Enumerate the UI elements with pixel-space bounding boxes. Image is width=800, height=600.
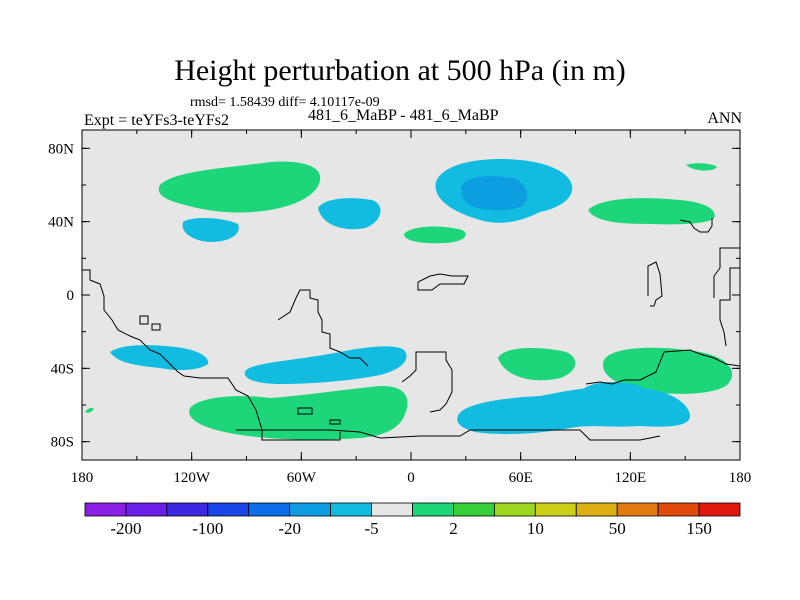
colorbar-swatch (125, 502, 168, 517)
y-tick-label: 0 (67, 288, 75, 304)
x-tick-label: 0 (407, 470, 415, 486)
coastline-small-island (139, 315, 161, 331)
colorbar-swatch (616, 502, 659, 517)
colorbar-swatch (493, 502, 536, 517)
region-south-pacific-low (244, 346, 407, 384)
coastline-south-atlantic-islands (297, 407, 341, 425)
colorbar-swatch (534, 502, 577, 517)
region-east-asia-high (588, 198, 715, 225)
x-tick-label: 120W (173, 470, 211, 486)
coastline-americas-west (82, 269, 341, 441)
y-tick-label: 80S (51, 435, 74, 451)
coastline-australia (585, 349, 740, 385)
region-south-pacific-west-low (110, 345, 209, 371)
region-australian-high (603, 347, 733, 394)
region-eurasian-low-core (461, 176, 527, 211)
region-atlantic-small-high (85, 408, 94, 413)
colorbar-swatch (207, 502, 250, 517)
colorbar-swatch (166, 502, 209, 517)
colorbar-swatch (84, 502, 127, 517)
colorbar-swatch (330, 502, 372, 517)
colorbar-label: -5 (364, 519, 378, 538)
coastline-antarctica (236, 429, 661, 441)
coastline-europe-fragment (417, 273, 469, 291)
colorbar-label: -100 (192, 519, 223, 538)
colorbar-swatch (575, 502, 618, 517)
experiment-label: Expt = teYFs3-teYFs2 (84, 112, 230, 129)
region-north-pacific-high (158, 161, 321, 213)
coastline-africa (401, 351, 453, 413)
colorbar-label: 50 (609, 519, 626, 538)
colorbar-label: 150 (686, 519, 712, 538)
y-tick-label: 40S (51, 361, 74, 377)
colorbar: -200 -100 -20 -5 2 10 50 150 (84, 502, 741, 538)
x-axis: 180 120W 60W 0 60E 120E 180 (71, 130, 752, 486)
x-tick-label: 60W (287, 470, 317, 486)
region-far-east-high (686, 163, 717, 171)
colorbar-label: -200 (110, 519, 141, 538)
colorbar-swatch (289, 502, 332, 517)
stats-line: rmsd= 1.58439 diff= 4.10117e-09 (190, 95, 380, 110)
region-north-atlantic-low (318, 198, 381, 230)
coastline-asia-coast (647, 261, 663, 307)
x-tick-label: 120E (614, 470, 646, 486)
y-tick-label: 40N (48, 215, 74, 231)
colorbar-swatch (412, 502, 454, 517)
coastlines (82, 218, 740, 441)
region-pacific-low-small (182, 218, 239, 242)
case-label: 481_6_MaBP - 481_6_MaBP (308, 107, 499, 124)
region-antarctic-low-east (580, 382, 644, 404)
coastline-asia-east (713, 247, 740, 347)
colorbar-swatch (248, 502, 291, 517)
region-north-atlantic-high (404, 226, 466, 244)
y-axis: 80N 40N 0 40S 80S (48, 141, 740, 451)
colorbar-label: 10 (527, 519, 544, 538)
colorbar-swatch (371, 502, 413, 517)
coastline-south-america (277, 289, 369, 367)
colorbar-swatch (698, 502, 741, 517)
colorbar-swatch (453, 502, 495, 517)
x-tick-label: 180 (71, 470, 94, 486)
x-tick-label: 60E (509, 470, 533, 486)
region-indian-ocean-high (498, 348, 576, 381)
colorbar-swatch (657, 502, 700, 517)
coastline-japan (679, 218, 713, 233)
x-tick-label: 180 (729, 470, 752, 486)
y-tick-label: 80N (48, 141, 74, 157)
colorbar-label: 2 (449, 519, 458, 538)
colorbar-label: -20 (278, 519, 301, 538)
season-label: ANN (707, 110, 742, 127)
chart-title: Height perturbation at 500 hPa (in m) (174, 54, 626, 87)
